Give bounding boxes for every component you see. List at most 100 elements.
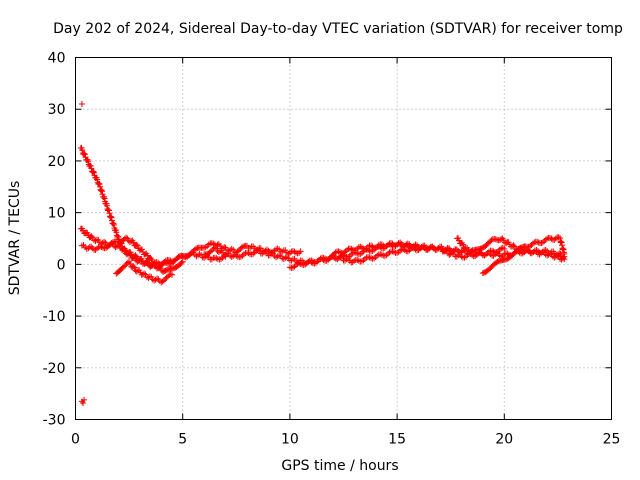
y-tick-label: 40 (48, 51, 66, 67)
data-point (104, 243, 111, 250)
data-point (341, 249, 348, 256)
data-point (510, 242, 517, 249)
data-point (162, 276, 169, 283)
y-tick-label: 20 (48, 154, 66, 170)
data-point (289, 264, 296, 271)
data-point (239, 252, 246, 259)
data-point (88, 233, 95, 240)
data-point (79, 146, 86, 153)
data-point (358, 249, 365, 256)
data-point (329, 252, 336, 259)
data-point (561, 251, 568, 258)
data-point (147, 254, 154, 261)
data-point (81, 150, 88, 157)
data-point (235, 247, 242, 254)
data-point (88, 165, 95, 172)
data-point (511, 243, 518, 250)
data-point (547, 250, 554, 257)
data-point (130, 263, 137, 270)
data-point (534, 238, 541, 245)
x-tick-label: 15 (388, 432, 406, 448)
y-tick-label: 0 (57, 257, 66, 273)
data-point (461, 254, 468, 261)
data-point (120, 263, 127, 270)
data-point (527, 243, 534, 250)
data-point (157, 265, 164, 272)
data-point (296, 249, 303, 256)
data-point (559, 255, 566, 262)
x-axis-label: GPS time / hours (281, 458, 398, 474)
data-point (378, 251, 385, 258)
data-point (156, 264, 163, 271)
data-point (81, 151, 88, 158)
data-point (144, 259, 151, 266)
data-point (127, 260, 134, 267)
data-point (193, 245, 200, 252)
data-point (297, 248, 304, 255)
x-tick-label: 10 (281, 432, 299, 448)
data-point (234, 248, 241, 255)
data-point (152, 260, 159, 267)
data-point (202, 244, 209, 251)
data-point (348, 246, 355, 253)
plot-area (77, 101, 568, 406)
data-point (207, 248, 214, 255)
axis-ticks: 0 5 10 15 20 25 -30 -20 -10 0 10 20 30 40 (43, 51, 621, 448)
data-point (372, 254, 379, 261)
data-point (90, 168, 97, 175)
data-point (123, 234, 130, 241)
data-point (492, 236, 499, 243)
data-point (205, 241, 212, 248)
data-point (85, 158, 92, 165)
data-point (528, 241, 535, 248)
data-point (240, 251, 247, 258)
data-point (551, 236, 558, 243)
data-point (171, 257, 178, 264)
data-point (143, 259, 150, 266)
data-point (501, 245, 508, 252)
x-tick-label: 5 (178, 432, 187, 448)
data-point (106, 242, 112, 249)
data-point (141, 270, 148, 277)
data-point (131, 264, 138, 271)
x-tick-label: 0 (71, 432, 80, 448)
data-point (488, 237, 495, 244)
data-point (374, 252, 381, 259)
data-point (95, 236, 102, 243)
data-point (133, 253, 140, 260)
data-point (89, 234, 96, 241)
data-point (152, 276, 159, 283)
data-point (240, 243, 246, 250)
data-point (80, 399, 87, 406)
data-point (213, 255, 220, 262)
data-point (145, 274, 152, 281)
data-point (175, 254, 182, 261)
data-point (371, 255, 378, 262)
plot-frame (75, 57, 612, 420)
data-point (179, 258, 186, 265)
data-point (209, 247, 216, 254)
data-point (78, 101, 85, 108)
data-point (366, 254, 373, 261)
data-point (554, 252, 561, 259)
data-point (541, 238, 548, 245)
data-point (500, 237, 507, 244)
y-tick-label: -30 (43, 413, 66, 429)
data-point (179, 253, 186, 260)
y-axis-label: SDTVAR / TECUs (7, 181, 23, 296)
data-point (539, 239, 546, 246)
x-tick-label: 20 (495, 432, 513, 448)
data-point (213, 245, 220, 252)
data-point (163, 274, 170, 281)
data-point (250, 250, 257, 257)
data-point (221, 244, 228, 251)
data-point (138, 246, 145, 253)
data-point (170, 259, 177, 265)
data-point (211, 244, 218, 251)
data-point (167, 271, 174, 278)
data-point (360, 257, 367, 264)
data-point (101, 238, 108, 245)
data-point (119, 264, 126, 271)
data-point (94, 176, 101, 183)
